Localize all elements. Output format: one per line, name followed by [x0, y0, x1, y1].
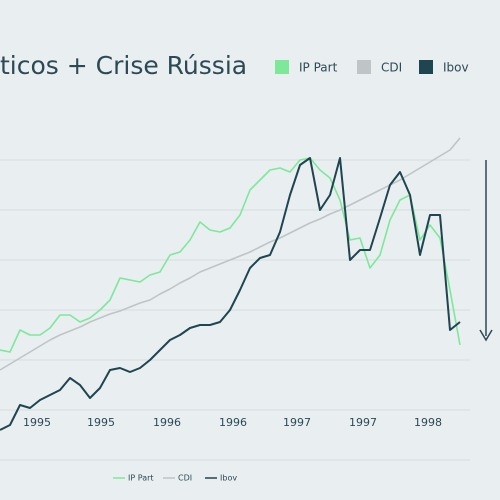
series-line — [0, 137, 461, 371]
legend-label: Ibov — [443, 61, 469, 75]
x-tick-label: 1995 — [23, 416, 51, 429]
legend-label: CDI — [178, 474, 192, 483]
arrow-head — [479, 329, 493, 342]
legend-swatch — [419, 60, 433, 74]
series-line — [0, 157, 461, 431]
x-tick-label: 1997 — [349, 416, 377, 429]
legend-label: IP Part — [299, 61, 338, 75]
x-tick-label: 1998 — [414, 416, 442, 429]
chart-title: ticos + Crise Rússia — [0, 51, 247, 80]
x-tick-label: 1996 — [153, 416, 181, 429]
legend-label: CDI — [381, 61, 402, 75]
series-line — [0, 157, 461, 353]
legend-swatch — [275, 60, 289, 74]
legend-label: Ibov — [220, 474, 237, 483]
legend-label: IP Part — [128, 474, 154, 483]
x-tick-label: 1997 — [283, 416, 311, 429]
legend-swatch — [357, 60, 371, 74]
x-tick-label: 1996 — [219, 416, 247, 429]
x-tick-label: 1995 — [87, 416, 115, 429]
